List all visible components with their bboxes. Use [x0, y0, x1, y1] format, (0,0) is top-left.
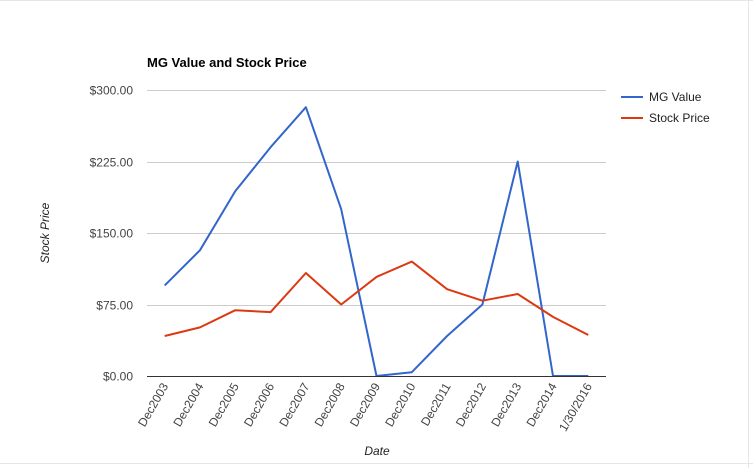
y-axis-title: Stock Price: [38, 202, 52, 263]
x-tick-label: 1/30/2016: [556, 380, 595, 434]
x-tick-label: Dec2003: [135, 380, 171, 429]
y-tick-label: $300.00: [90, 84, 134, 98]
x-tick-label: Dec2005: [206, 380, 242, 429]
x-axis-title: Date: [364, 444, 390, 458]
chart-title: MG Value and Stock Price: [147, 55, 307, 70]
y-tick-label: $150.00: [90, 227, 134, 241]
x-tick-label: Dec2008: [312, 380, 348, 429]
y-tick-label: $225.00: [90, 156, 134, 170]
y-tick-label: $75.00: [96, 299, 133, 313]
x-tick-label: Dec2006: [241, 380, 277, 429]
x-tick-label: Dec2011: [418, 380, 454, 428]
legend-label: Stock Price: [649, 111, 710, 125]
series-line-1: [163, 106, 589, 377]
y-tick-label: $0.00: [103, 370, 133, 384]
series-line-2: [164, 260, 589, 337]
x-tick-label: Dec2009: [347, 380, 383, 429]
x-tick-label: Dec2013: [488, 380, 524, 429]
y-axis-ticks: $0.00 $75.00 $150.00 $225.00 $300.00: [90, 84, 134, 384]
legend: MG Value Stock Price: [621, 90, 710, 125]
x-tick-label: Dec2007: [276, 380, 312, 429]
gridlines: [147, 90, 606, 306]
x-tick-label: Dec2012: [453, 380, 489, 429]
x-tick-label: Dec2004: [170, 380, 206, 429]
x-tick-label: Dec2010: [382, 380, 418, 429]
series-lines: [163, 106, 589, 377]
x-axis-ticks: Dec2003 Dec2004 Dec2005 Dec2006 Dec2007 Dec20…: [135, 380, 595, 434]
x-tick-label: Dec2014: [523, 380, 559, 429]
legend-label: MG Value: [649, 90, 702, 104]
